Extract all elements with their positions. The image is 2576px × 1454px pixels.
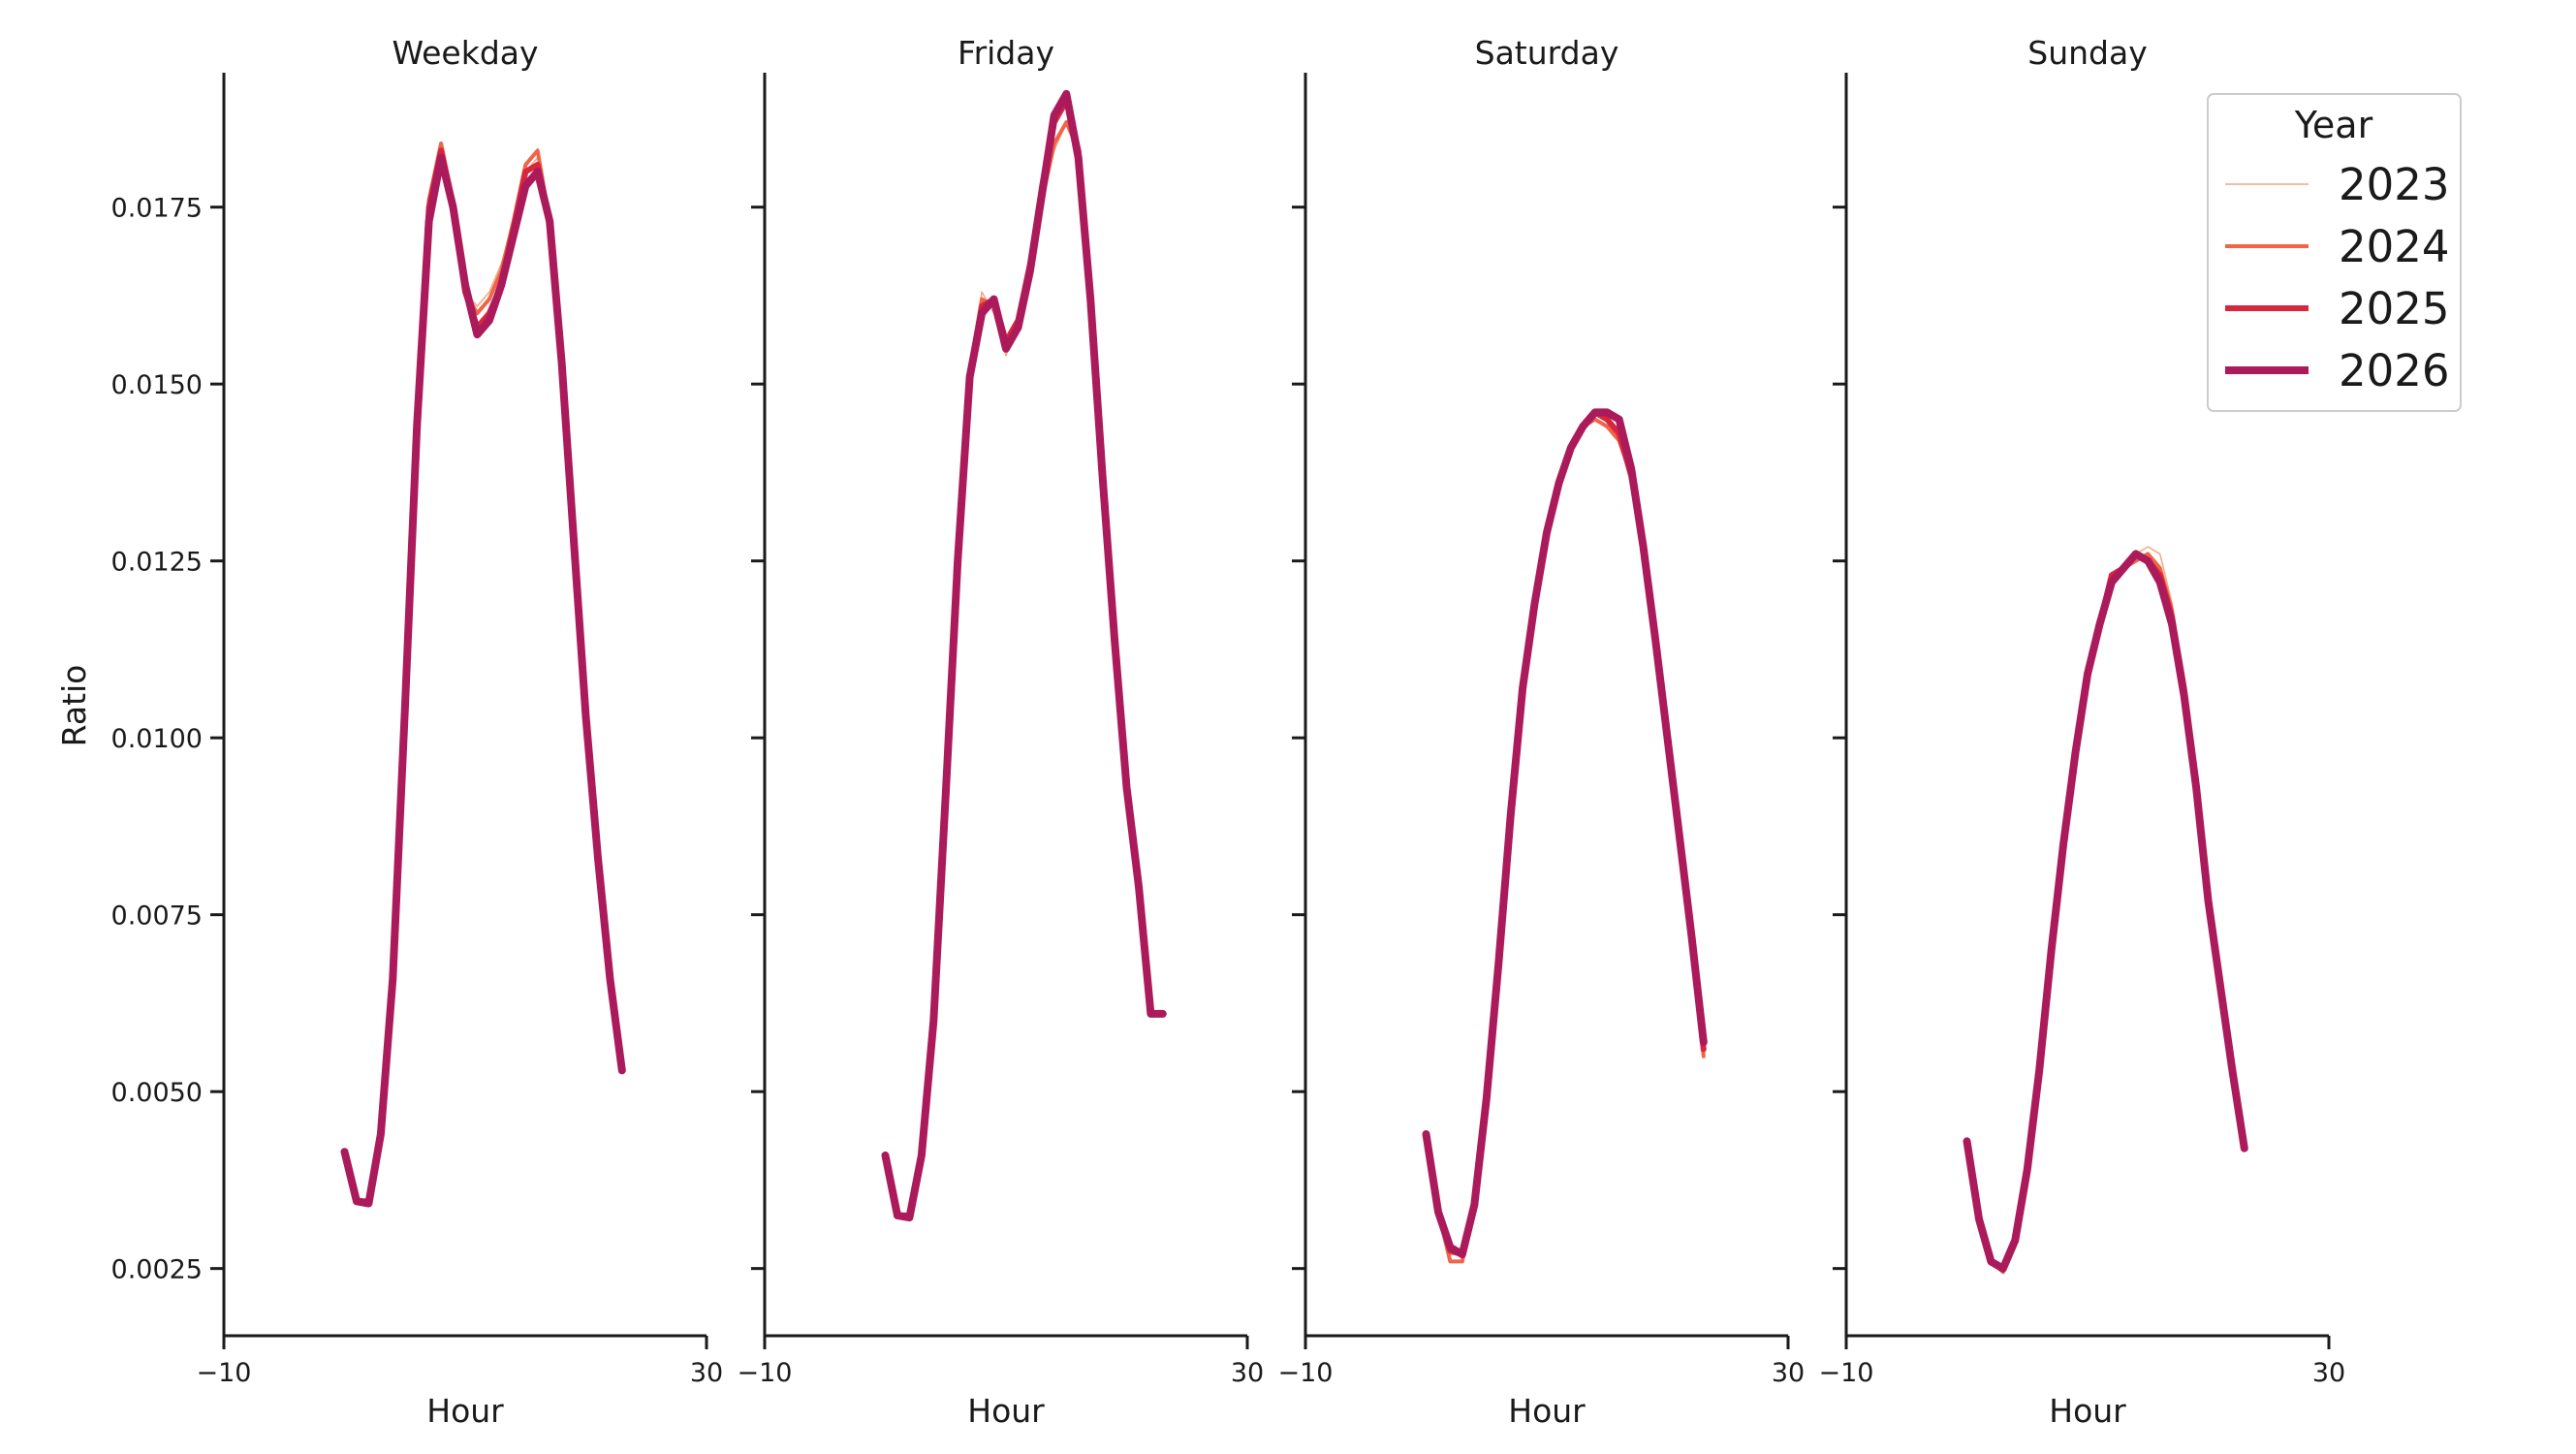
x-tick-label: −10 [197,1358,252,1388]
facet-title: Friday [958,34,1054,72]
y-axis-label: Ratio [55,665,93,747]
y-tick-label: 0.0150 [111,370,203,400]
series-line-2025 [1963,551,2247,1272]
facet-panel-sunday: Sunday −10 30 Hour [1819,34,2346,1430]
legend-title: Year [2294,104,2373,146]
legend-frame [2207,93,2462,412]
facet-title: Weekday [392,34,538,72]
y-tick-label: 0.0025 [111,1255,203,1285]
facet-panel-weekday: Weekday 0.0025 0.0050 0.0075 0.0100 0.0125 0.0… [111,34,724,1430]
legend-label-2023: 2023 [2339,159,2450,210]
y-tick-label: 0.0175 [111,194,203,224]
series-line-2024 [1964,552,2246,1275]
y-tick-label: 0.0100 [111,724,203,754]
x-axis-label: Hour [967,1392,1045,1430]
x-tick-label: −10 [1278,1358,1334,1388]
facet-panels: Weekday 0.0025 0.0050 0.0075 0.0100 0.0125 0.0… [55,34,2345,1430]
legend-label-2026: 2026 [2339,345,2450,396]
y-tick-label: 0.0050 [111,1078,203,1108]
facet-title: Saturday [1475,34,1619,72]
legend-label-2024: 2024 [2339,221,2450,272]
series-line-2026 [340,153,626,1208]
x-axis-label: Hour [1508,1392,1586,1430]
y-tick-label: 0.0075 [111,901,203,932]
legend: Year 2023 2024 2025 2026 [2207,93,2462,412]
series-line-2023 [1965,546,2246,1270]
series-line-2026 [1963,550,2248,1273]
x-tick-label: −10 [1819,1358,1874,1388]
legend-label-2025: 2025 [2339,283,2450,334]
facet-title: Sunday [2027,34,2147,72]
series-line-2025 [882,98,1166,1218]
x-tick-label: 30 [690,1358,723,1388]
series-line-2023 [1425,411,1705,1255]
x-tick-label: 30 [2312,1358,2345,1388]
x-tick-label: 30 [1772,1358,1805,1388]
facet-panel-saturday: Saturday −10 30 Hour [1278,34,1806,1430]
series-line-2025 [1423,409,1707,1258]
facet-panel-friday: Friday −10 30 Hour [738,34,1265,1430]
x-axis-label: Hour [2049,1392,2126,1430]
x-tick-label: 30 [1231,1358,1264,1388]
x-axis-label: Hour [426,1392,504,1430]
x-tick-label: −10 [738,1358,793,1388]
series-line-2024 [1424,417,1706,1264]
series-line-2026 [881,89,1167,1222]
series-line-2026 [1422,408,1708,1259]
y-tick-label: 0.0125 [111,548,203,578]
